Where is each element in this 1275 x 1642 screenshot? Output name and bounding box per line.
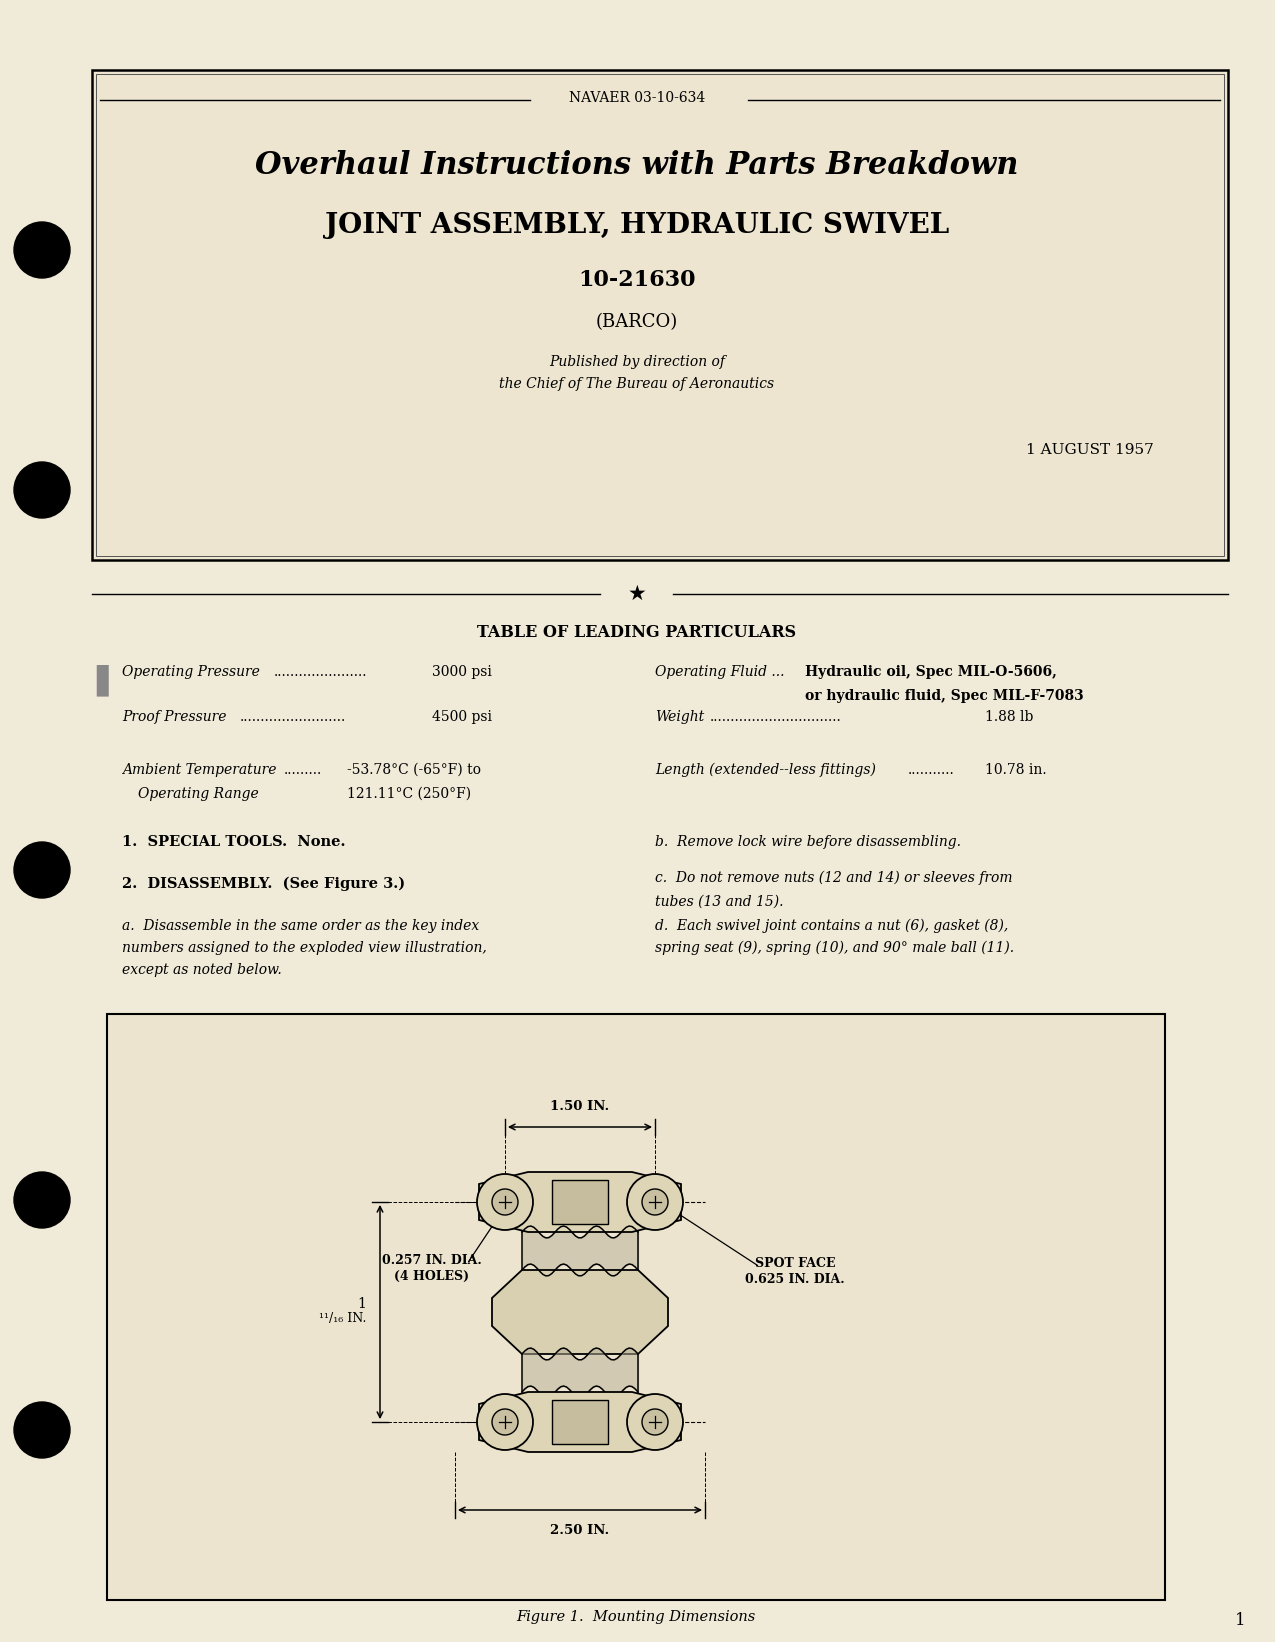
Text: Figure 1.  Mounting Dimensions: Figure 1. Mounting Dimensions <box>516 1611 756 1624</box>
Bar <box>552 1181 608 1223</box>
Bar <box>107 1015 1165 1599</box>
Circle shape <box>477 1394 533 1450</box>
Text: Length (extended--less fittings): Length (extended--less fittings) <box>655 764 876 777</box>
Text: Overhaul Instructions with Parts Breakdown: Overhaul Instructions with Parts Breakdo… <box>255 149 1019 181</box>
Circle shape <box>14 461 70 517</box>
Circle shape <box>627 1394 683 1450</box>
Text: -53.78°C (-65°F) to: -53.78°C (-65°F) to <box>347 764 481 777</box>
Bar <box>552 1401 608 1443</box>
Circle shape <box>643 1189 668 1215</box>
Text: tubes (13 and 15).: tubes (13 and 15). <box>655 895 784 910</box>
Polygon shape <box>479 1172 681 1232</box>
Text: 3000 psi: 3000 psi <box>432 665 492 680</box>
Text: Hydraulic oil, Spec MIL-O-5606,: Hydraulic oil, Spec MIL-O-5606, <box>805 665 1057 680</box>
Circle shape <box>14 1402 70 1458</box>
Text: JOINT ASSEMBLY, HYDRAULIC SWIVEL: JOINT ASSEMBLY, HYDRAULIC SWIVEL <box>325 212 949 238</box>
Text: or hydraulic fluid, Spec MIL-F-7083: or hydraulic fluid, Spec MIL-F-7083 <box>805 690 1084 703</box>
Text: 1.50 IN.: 1.50 IN. <box>551 1100 609 1113</box>
Text: 121.11°C (250°F): 121.11°C (250°F) <box>347 787 472 801</box>
Text: Ambient Temperature: Ambient Temperature <box>122 764 277 777</box>
Circle shape <box>14 842 70 898</box>
Text: a.  Disassemble in the same order as the key index: a. Disassemble in the same order as the … <box>122 920 479 933</box>
Text: Operating Fluid ...: Operating Fluid ... <box>655 665 784 680</box>
Text: d.  Each swivel joint contains a nut (6), gasket (8),: d. Each swivel joint contains a nut (6),… <box>655 920 1009 933</box>
Text: Operating Pressure: Operating Pressure <box>122 665 260 680</box>
Text: 0.257 IN. DIA.: 0.257 IN. DIA. <box>382 1253 482 1266</box>
Text: 1.  SPECIAL TOOLS.  None.: 1. SPECIAL TOOLS. None. <box>122 836 346 849</box>
Circle shape <box>477 1174 533 1230</box>
Text: ¹¹/₁₆ IN.: ¹¹/₁₆ IN. <box>319 1312 366 1325</box>
Circle shape <box>14 222 70 277</box>
Text: except as noted below.: except as noted below. <box>122 962 282 977</box>
Text: Operating Range: Operating Range <box>138 787 259 801</box>
Text: Weight: Weight <box>655 709 704 724</box>
Text: ★: ★ <box>627 585 646 604</box>
Circle shape <box>643 1409 668 1435</box>
Text: (BARCO): (BARCO) <box>595 314 678 332</box>
Text: ...............................: ............................... <box>710 709 842 724</box>
Circle shape <box>627 1174 683 1230</box>
Text: b.  Remove lock wire before disassembling.: b. Remove lock wire before disassembling… <box>655 836 961 849</box>
Text: 4500 psi: 4500 psi <box>432 709 492 724</box>
Text: 2.50 IN.: 2.50 IN. <box>551 1524 609 1537</box>
Text: the Chief of The Bureau of Aeronautics: the Chief of The Bureau of Aeronautics <box>500 378 774 391</box>
Text: TABLE OF LEADING PARTICULARS: TABLE OF LEADING PARTICULARS <box>477 624 797 640</box>
Text: (4 HOLES): (4 HOLES) <box>394 1269 469 1282</box>
Bar <box>92 71 1228 560</box>
Text: 1 AUGUST 1957: 1 AUGUST 1957 <box>1026 443 1154 456</box>
Text: Published by direction of: Published by direction of <box>550 355 725 369</box>
Text: ▌: ▌ <box>96 665 120 696</box>
Text: 1: 1 <box>1234 1611 1246 1629</box>
Text: ......................: ...................... <box>274 665 367 680</box>
Text: .........: ......... <box>284 764 323 777</box>
Text: 2.  DISASSEMBLY.  (See Figure 3.): 2. DISASSEMBLY. (See Figure 3.) <box>122 877 405 892</box>
Bar <box>96 74 1224 557</box>
Text: NAVAER 03-10-634: NAVAER 03-10-634 <box>569 90 705 105</box>
Polygon shape <box>479 1392 681 1452</box>
Text: numbers assigned to the exploded view illustration,: numbers assigned to the exploded view il… <box>122 941 487 956</box>
Text: c.  Do not remove nuts (12 and 14) or sleeves from: c. Do not remove nuts (12 and 14) or sle… <box>655 870 1012 885</box>
Polygon shape <box>492 1269 668 1355</box>
Text: .........................: ......................... <box>240 709 347 724</box>
Text: 1: 1 <box>357 1297 366 1310</box>
Text: 0.625 IN. DIA.: 0.625 IN. DIA. <box>745 1273 845 1286</box>
Text: 1.88 lb: 1.88 lb <box>986 709 1033 724</box>
Circle shape <box>492 1189 518 1215</box>
Circle shape <box>14 1172 70 1228</box>
Text: spring seat (9), spring (10), and 90° male ball (11).: spring seat (9), spring (10), and 90° ma… <box>655 941 1014 956</box>
Text: ...........: ........... <box>908 764 955 777</box>
Circle shape <box>492 1409 518 1435</box>
Text: 10.78 in.: 10.78 in. <box>986 764 1047 777</box>
Text: 10-21630: 10-21630 <box>579 269 696 291</box>
Text: Proof Pressure: Proof Pressure <box>122 709 227 724</box>
Text: SPOT FACE: SPOT FACE <box>755 1256 835 1269</box>
